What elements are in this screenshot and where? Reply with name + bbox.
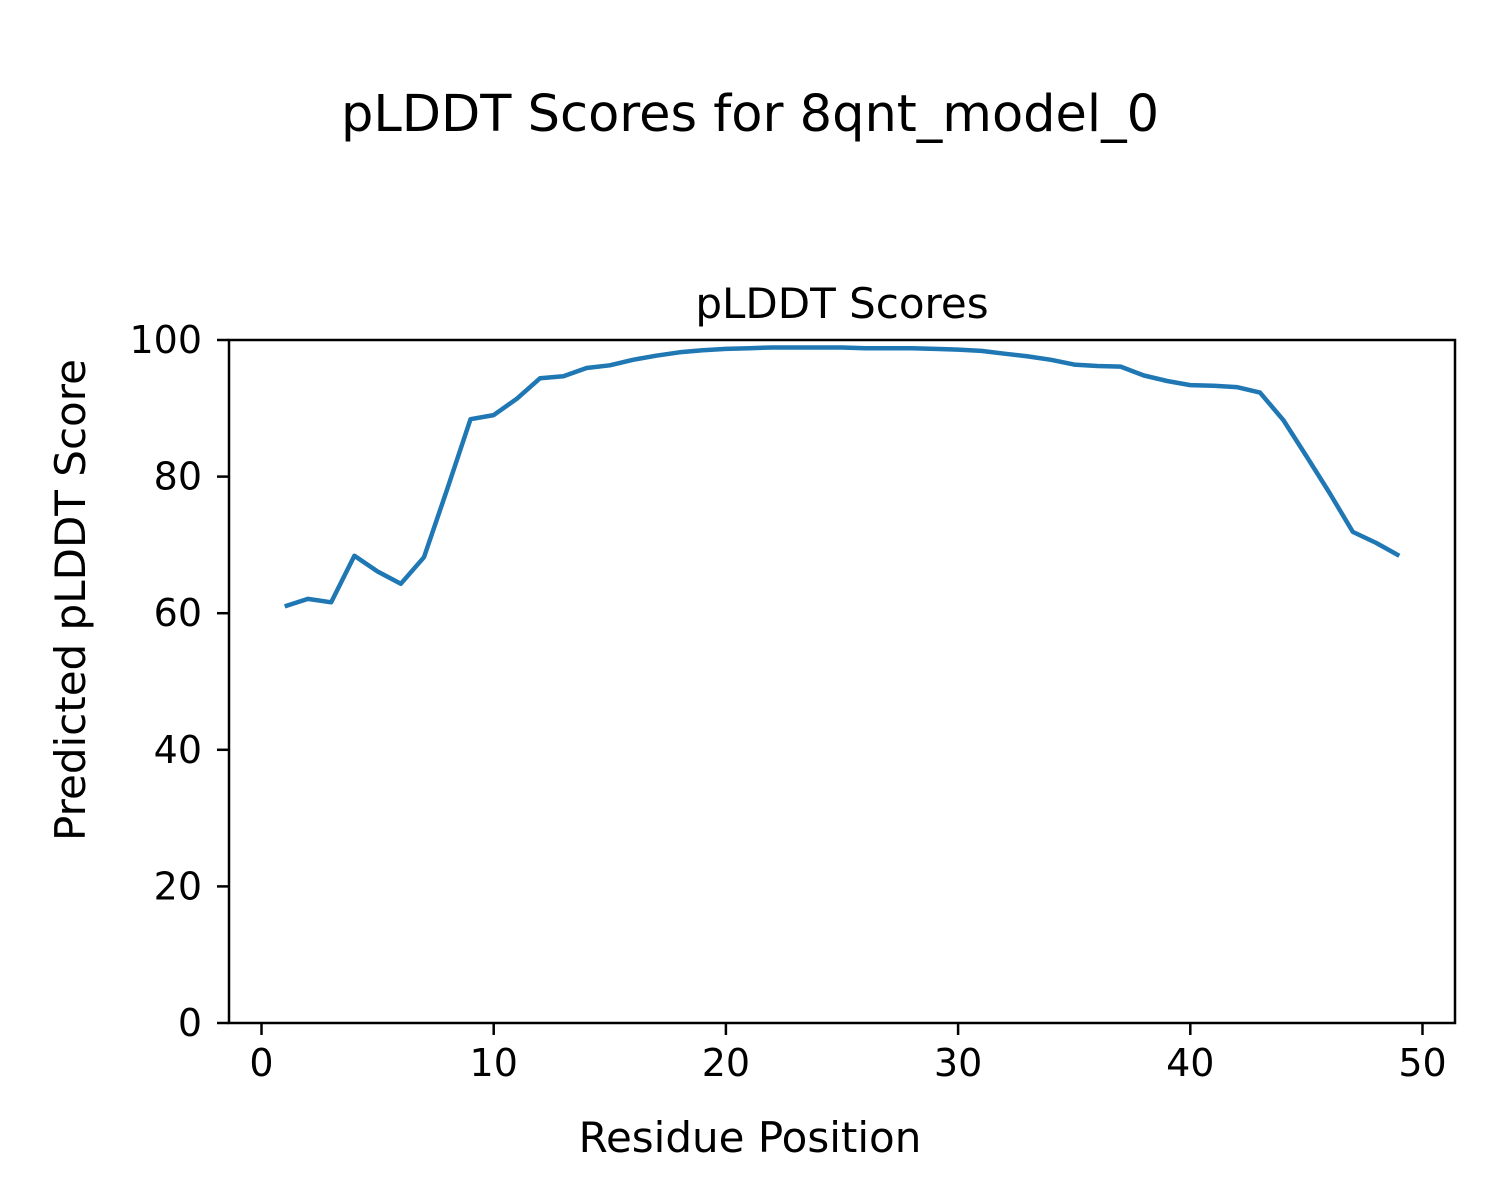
x-tick-label: 20 [702, 1041, 750, 1085]
x-tick-label: 30 [934, 1041, 982, 1085]
y-tick-label: 100 [129, 318, 202, 362]
y-axis-label: Predicted pLDDT Score [46, 359, 95, 841]
x-tick-label: 10 [470, 1041, 518, 1085]
x-tick-label: 50 [1398, 1041, 1446, 1085]
axes-title: pLDDT Scores [695, 279, 988, 328]
y-tick-label: 20 [154, 864, 202, 908]
y-tick-label: 40 [154, 728, 202, 772]
axes-frame [227, 338, 1457, 1025]
x-axis-ticks: 0 10 20 30 40 50 [249, 1023, 1447, 1085]
x-tick-label: 0 [249, 1041, 273, 1085]
x-tick-label: 40 [1166, 1041, 1214, 1085]
x-axis-label: Residue Position [579, 1113, 922, 1162]
y-tick-label: 0 [178, 1001, 202, 1045]
plddt-line [284, 345, 1401, 609]
y-tick-label: 80 [154, 455, 202, 499]
plot-area [229, 340, 1455, 1023]
figure-title: pLDDT Scores for 8qnt_model_0 [341, 85, 1159, 144]
y-tick-label: 60 [154, 591, 202, 635]
y-axis-ticks: 0 20 40 60 80 100 [129, 318, 229, 1045]
